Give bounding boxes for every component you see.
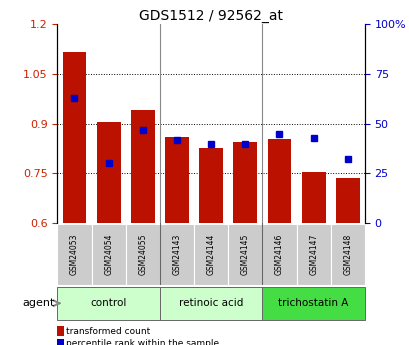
Bar: [164, 137, 189, 223]
Bar: [262, 287, 364, 319]
Text: GSM24145: GSM24145: [240, 234, 249, 275]
Text: retinoic acid: retinoic acid: [178, 298, 243, 308]
Text: GSM24053: GSM24053: [70, 234, 79, 275]
Bar: [160, 287, 262, 319]
Bar: [63, 52, 86, 223]
Bar: [57, 224, 91, 285]
Text: trichostatin A: trichostatin A: [278, 298, 348, 308]
Text: GSM24147: GSM24147: [308, 234, 317, 275]
Text: GSM24143: GSM24143: [172, 234, 181, 275]
Text: percentile rank within the sample: percentile rank within the sample: [66, 339, 218, 345]
Bar: [335, 178, 359, 223]
Bar: [193, 224, 228, 285]
Bar: [233, 142, 257, 223]
Bar: [301, 172, 325, 223]
Bar: [126, 224, 160, 285]
Text: transformed count: transformed count: [66, 327, 150, 336]
Bar: [57, 339, 63, 345]
Text: agent: agent: [22, 298, 54, 308]
Text: GSM24146: GSM24146: [274, 234, 283, 275]
Title: GDS1512 / 92562_at: GDS1512 / 92562_at: [139, 9, 283, 23]
Bar: [130, 110, 155, 223]
Bar: [262, 224, 296, 285]
Bar: [267, 139, 291, 223]
Bar: [57, 287, 160, 319]
Text: GSM24055: GSM24055: [138, 234, 147, 275]
Bar: [330, 224, 364, 285]
Text: GSM24148: GSM24148: [342, 234, 351, 275]
Text: GSM24054: GSM24054: [104, 234, 113, 275]
Bar: [57, 326, 63, 336]
Text: control: control: [90, 298, 126, 308]
Bar: [97, 122, 120, 223]
Text: GSM24144: GSM24144: [206, 234, 215, 275]
Bar: [228, 224, 262, 285]
Bar: [296, 224, 330, 285]
Bar: [199, 148, 222, 223]
Bar: [160, 224, 193, 285]
Bar: [91, 224, 126, 285]
